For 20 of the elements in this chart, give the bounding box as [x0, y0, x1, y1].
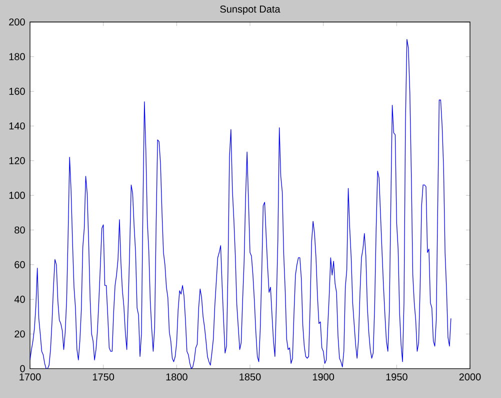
x-tick-label: 1900: [312, 373, 334, 380]
chart-title: Sunspot Data: [220, 6, 280, 15]
y-tick-label: 140: [9, 122, 25, 130]
x-tick-label: 1950: [386, 373, 408, 380]
y-tick-label: 100: [9, 192, 25, 199]
y-tick-label: 120: [9, 157, 25, 164]
y-tick-label: 60: [14, 261, 25, 268]
y-tick-label: 20: [14, 330, 25, 338]
y-tick-label: 200: [9, 18, 25, 26]
x-tick-label: 1800: [166, 373, 188, 380]
x-tick-label: 1750: [92, 373, 114, 380]
y-tick-label: 80: [14, 226, 25, 234]
y-tick-label: 0: [20, 365, 25, 372]
line-series: [30, 38, 452, 369]
y-tick-label: 40: [14, 296, 25, 303]
x-tick-label: 1850: [240, 373, 261, 380]
y-tick-label: 180: [9, 53, 25, 60]
x-tick-label: 1700: [20, 373, 41, 380]
y-tick-label: 160: [9, 88, 25, 95]
x-tick-label: 2000: [459, 373, 481, 380]
